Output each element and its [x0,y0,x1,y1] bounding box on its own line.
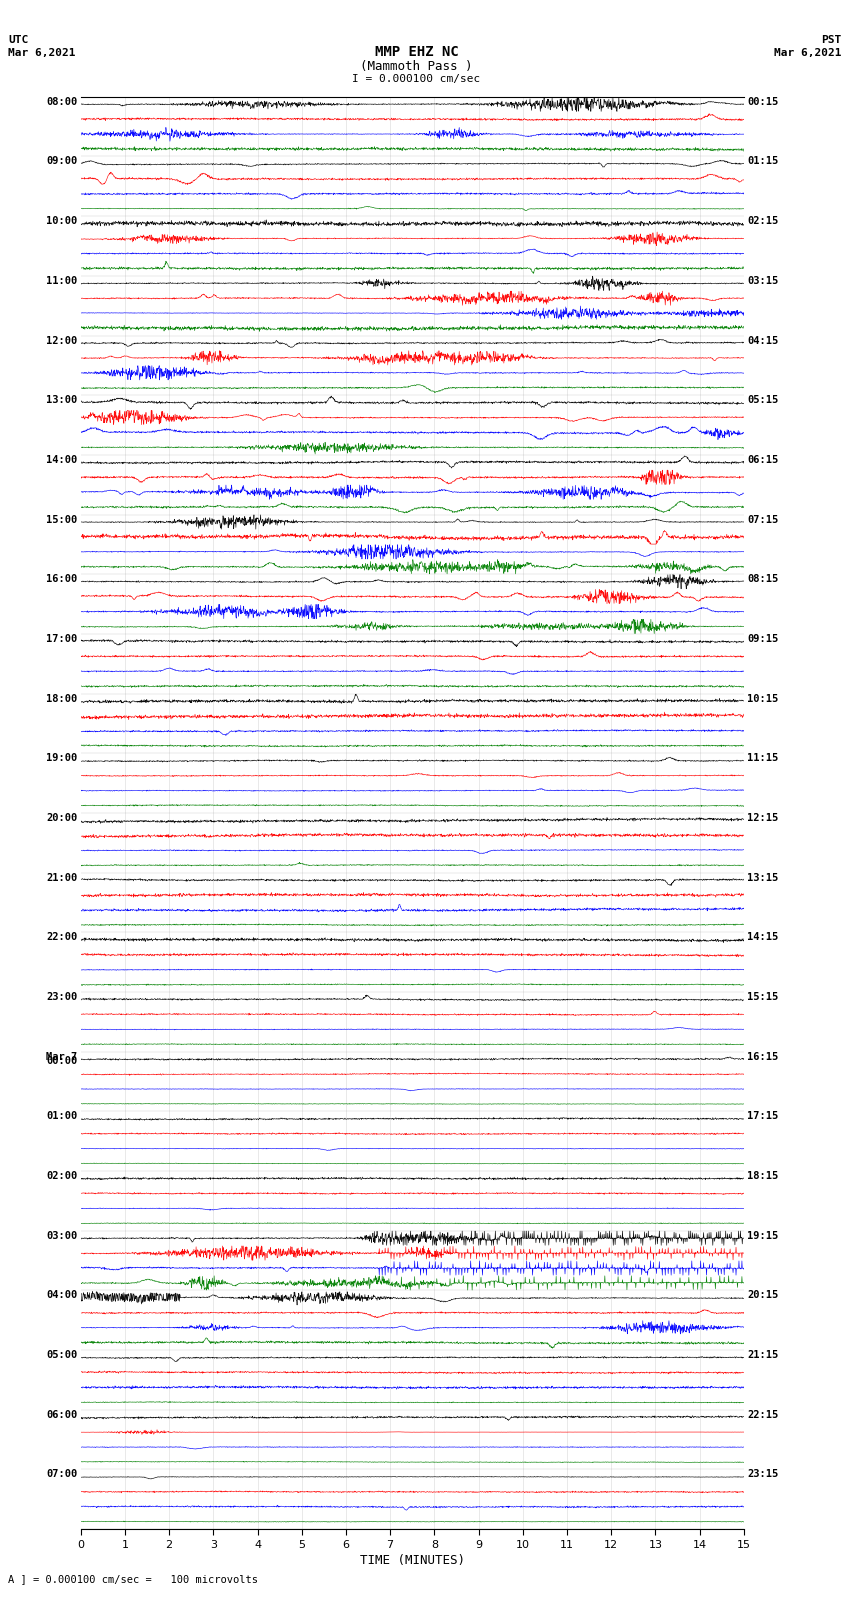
Text: 10:00: 10:00 [46,216,77,226]
Text: 22:00: 22:00 [46,932,77,942]
Text: 16:15: 16:15 [747,1052,779,1061]
Text: 11:00: 11:00 [46,276,77,286]
X-axis label: TIME (MINUTES): TIME (MINUTES) [360,1553,465,1566]
Text: 09:00: 09:00 [46,156,77,166]
Text: 06:00: 06:00 [46,1410,77,1419]
Text: 06:15: 06:15 [747,455,779,465]
Text: 17:00: 17:00 [46,634,77,644]
Text: 10:15: 10:15 [747,694,779,703]
Text: 15:15: 15:15 [747,992,779,1002]
Text: 03:00: 03:00 [46,1231,77,1240]
Text: 15:00: 15:00 [46,515,77,524]
Text: A ] = 0.000100 cm/sec =   100 microvolts: A ] = 0.000100 cm/sec = 100 microvolts [8,1574,258,1584]
Text: 20:00: 20:00 [46,813,77,823]
Text: UTC: UTC [8,35,29,45]
Text: 18:00: 18:00 [46,694,77,703]
Text: 23:15: 23:15 [747,1469,779,1479]
Text: 22:15: 22:15 [747,1410,779,1419]
Text: Mar 6,2021: Mar 6,2021 [774,48,842,58]
Text: 11:15: 11:15 [747,753,779,763]
Text: MMP EHZ NC: MMP EHZ NC [375,45,458,60]
Text: 08:15: 08:15 [747,574,779,584]
Text: 14:00: 14:00 [46,455,77,465]
Text: 23:00: 23:00 [46,992,77,1002]
Text: 13:15: 13:15 [747,873,779,882]
Text: 00:00: 00:00 [46,1057,77,1066]
Text: Mar 6,2021: Mar 6,2021 [8,48,76,58]
Text: 17:15: 17:15 [747,1111,779,1121]
Text: 02:00: 02:00 [46,1171,77,1181]
Text: PST: PST [821,35,842,45]
Text: 07:00: 07:00 [46,1469,77,1479]
Text: 14:15: 14:15 [747,932,779,942]
Text: 03:15: 03:15 [747,276,779,286]
Text: 13:00: 13:00 [46,395,77,405]
Text: Mar 7: Mar 7 [46,1052,77,1061]
Text: 00:15: 00:15 [747,97,779,106]
Text: (Mammoth Pass ): (Mammoth Pass ) [360,60,473,73]
Text: 01:00: 01:00 [46,1111,77,1121]
Text: 09:15: 09:15 [747,634,779,644]
Text: 19:15: 19:15 [747,1231,779,1240]
Text: 04:00: 04:00 [46,1290,77,1300]
Text: 05:15: 05:15 [747,395,779,405]
Text: 12:00: 12:00 [46,336,77,345]
Text: 16:00: 16:00 [46,574,77,584]
Text: 21:00: 21:00 [46,873,77,882]
Text: 08:00: 08:00 [46,97,77,106]
Text: 05:00: 05:00 [46,1350,77,1360]
Text: 04:15: 04:15 [747,336,779,345]
Text: 01:15: 01:15 [747,156,779,166]
Text: 19:00: 19:00 [46,753,77,763]
Text: 07:15: 07:15 [747,515,779,524]
Text: 18:15: 18:15 [747,1171,779,1181]
Text: I = 0.000100 cm/sec: I = 0.000100 cm/sec [353,74,480,84]
Text: 02:15: 02:15 [747,216,779,226]
Text: 20:15: 20:15 [747,1290,779,1300]
Text: 12:15: 12:15 [747,813,779,823]
Text: 21:15: 21:15 [747,1350,779,1360]
